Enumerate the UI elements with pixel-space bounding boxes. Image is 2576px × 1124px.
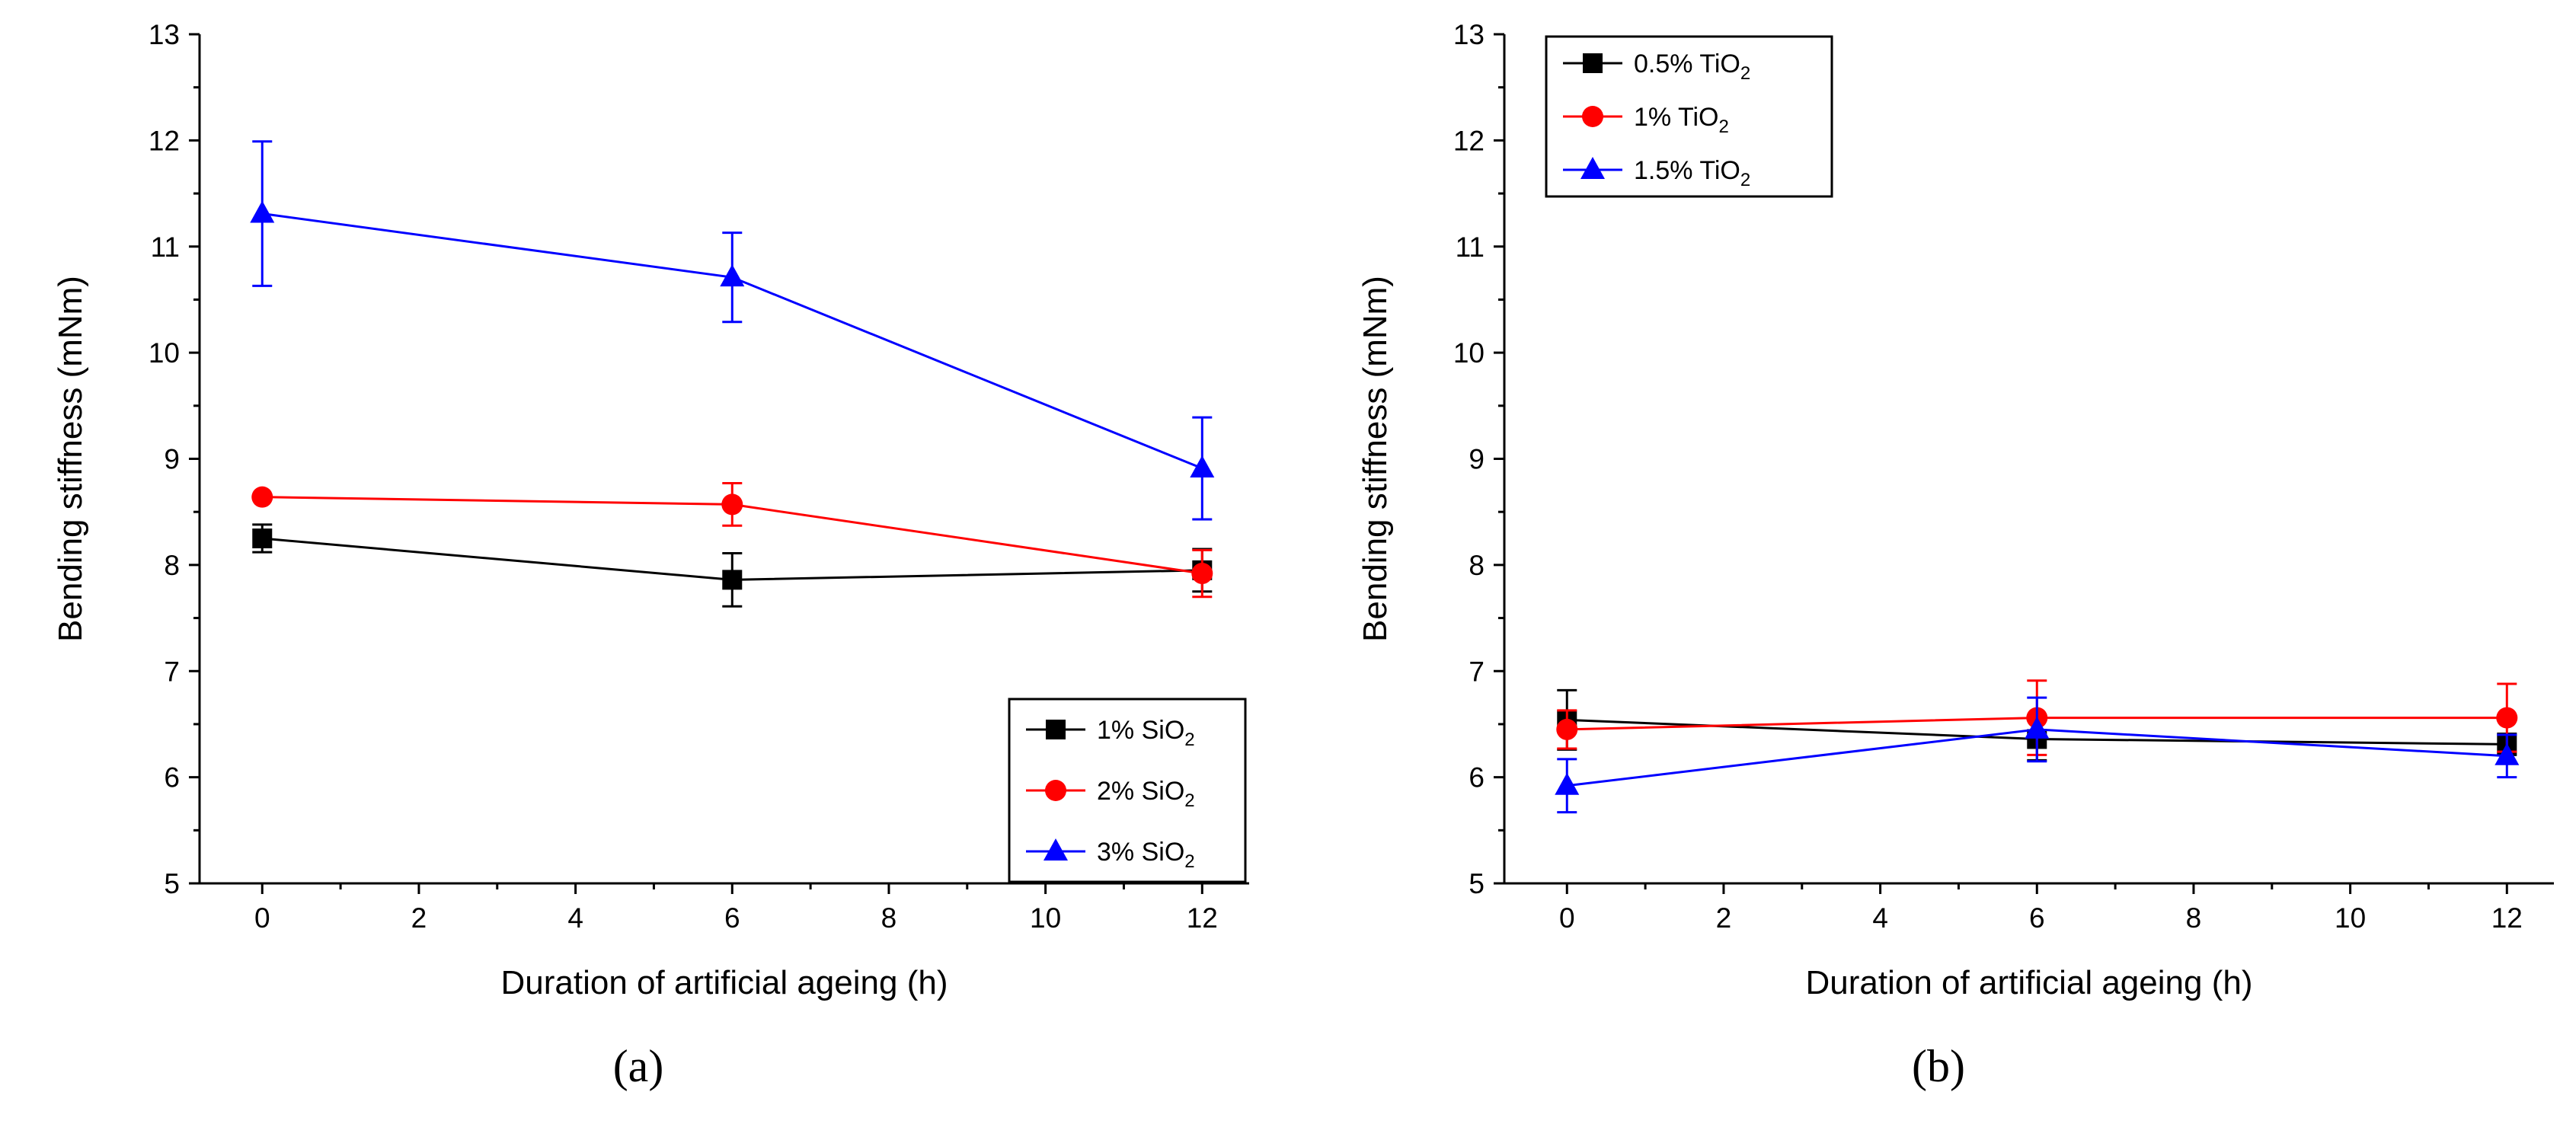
x-tick-label: 10 bbox=[2335, 902, 2366, 934]
x-tick-label: 8 bbox=[881, 902, 897, 934]
y-tick-label: 10 bbox=[149, 337, 180, 369]
y-tick-label: 11 bbox=[151, 232, 180, 263]
series-1 bbox=[252, 523, 1213, 608]
y-tick-label: 7 bbox=[164, 656, 180, 687]
y-axis-title: Bending stiffness (mNm) bbox=[1357, 276, 1394, 642]
data-point bbox=[252, 528, 273, 549]
y-tick-label: 6 bbox=[164, 762, 180, 794]
x-tick-label: 10 bbox=[1030, 902, 1061, 934]
chart-panel-b: 5 6 7 8 9 10 11 12 13 0 2 4 6 8 10 12 Duration of artifi… bbox=[1357, 19, 2554, 1091]
data-point bbox=[250, 200, 275, 223]
y-tick-label: 10 bbox=[1453, 337, 1485, 369]
y-tick-label: 11 bbox=[1456, 232, 1485, 263]
legend-label: 1% TiO2 bbox=[1634, 103, 1729, 137]
x-tick-label: 12 bbox=[1187, 902, 1218, 934]
y-tick-label: 8 bbox=[1469, 550, 1485, 581]
legend-marker bbox=[1580, 157, 1605, 179]
legend-marker bbox=[1044, 838, 1068, 861]
panel-label: (b) bbox=[1912, 1041, 1965, 1091]
data-point bbox=[1555, 772, 1580, 795]
data-point bbox=[2496, 707, 2518, 729]
x-tick-label: 2 bbox=[1716, 902, 1732, 934]
legend-marker bbox=[1583, 53, 1603, 73]
legend-marker bbox=[1582, 106, 1603, 127]
y-tick-label: 6 bbox=[1469, 762, 1485, 794]
x-tick-label: 0 bbox=[1559, 902, 1575, 934]
x-tick-label: 12 bbox=[2491, 902, 2523, 934]
legend-marker bbox=[1045, 780, 1066, 801]
data-point bbox=[1190, 455, 1215, 478]
data-point bbox=[2025, 716, 2050, 739]
legend-label: 2% SiO2 bbox=[1097, 777, 1195, 811]
y-tick-label: 9 bbox=[1469, 444, 1485, 475]
series-2 bbox=[251, 482, 1213, 599]
legend-label: 1% SiO2 bbox=[1097, 716, 1195, 750]
y-axis-title: Bending stiffness (mNm) bbox=[52, 276, 89, 642]
series-3 bbox=[1555, 696, 2520, 814]
data-point bbox=[1191, 563, 1213, 585]
x-axis-title: Duration of artificial ageing (h) bbox=[501, 964, 948, 1001]
data-point bbox=[2495, 742, 2520, 765]
legend-label: 0.5% TiO2 bbox=[1634, 49, 1750, 84]
y-tick-label: 9 bbox=[164, 444, 180, 475]
legend: 1% SiO2 2% SiO2 3% SiO2 bbox=[1008, 698, 1247, 883]
y-tick-label: 12 bbox=[149, 125, 180, 156]
legend-marker bbox=[1046, 720, 1066, 739]
x-tick-label: 6 bbox=[724, 902, 740, 934]
y-tick-label: 12 bbox=[1453, 125, 1485, 156]
data-point bbox=[251, 486, 273, 508]
panel-label: (a) bbox=[613, 1041, 664, 1091]
y-tick-label: 8 bbox=[164, 550, 180, 581]
y-tick-label: 7 bbox=[1469, 656, 1485, 687]
x-tick-label: 4 bbox=[567, 902, 583, 934]
data-point bbox=[720, 264, 745, 287]
x-tick-label: 8 bbox=[2186, 902, 2202, 934]
data-point bbox=[1556, 718, 1578, 740]
x-tick-label: 6 bbox=[2029, 902, 2045, 934]
x-tick-label: 4 bbox=[1872, 902, 1888, 934]
y-tick-label: 5 bbox=[1469, 868, 1485, 899]
series-3 bbox=[250, 140, 1215, 521]
x-axis-title: Duration of artificial ageing (h) bbox=[1806, 964, 2253, 1001]
y-tick-label: 13 bbox=[1453, 19, 1485, 50]
legend-label: 1.5% TiO2 bbox=[1634, 156, 1750, 190]
y-tick-label: 13 bbox=[149, 19, 180, 50]
legend-label: 3% SiO2 bbox=[1097, 838, 1195, 872]
data-point bbox=[721, 493, 743, 516]
x-tick-label: 0 bbox=[254, 902, 270, 934]
y-tick-label: 5 bbox=[164, 868, 180, 899]
x-tick-label: 2 bbox=[411, 902, 427, 934]
chart-panel-a: 5 6 7 8 9 10 11 12 13 0 2 4 6 8 10 12 Duration of artifi… bbox=[52, 19, 1249, 1091]
legend: 0.5% TiO2 1% TiO2 1.5% TiO2 bbox=[1545, 35, 1833, 198]
data-point bbox=[722, 570, 743, 590]
